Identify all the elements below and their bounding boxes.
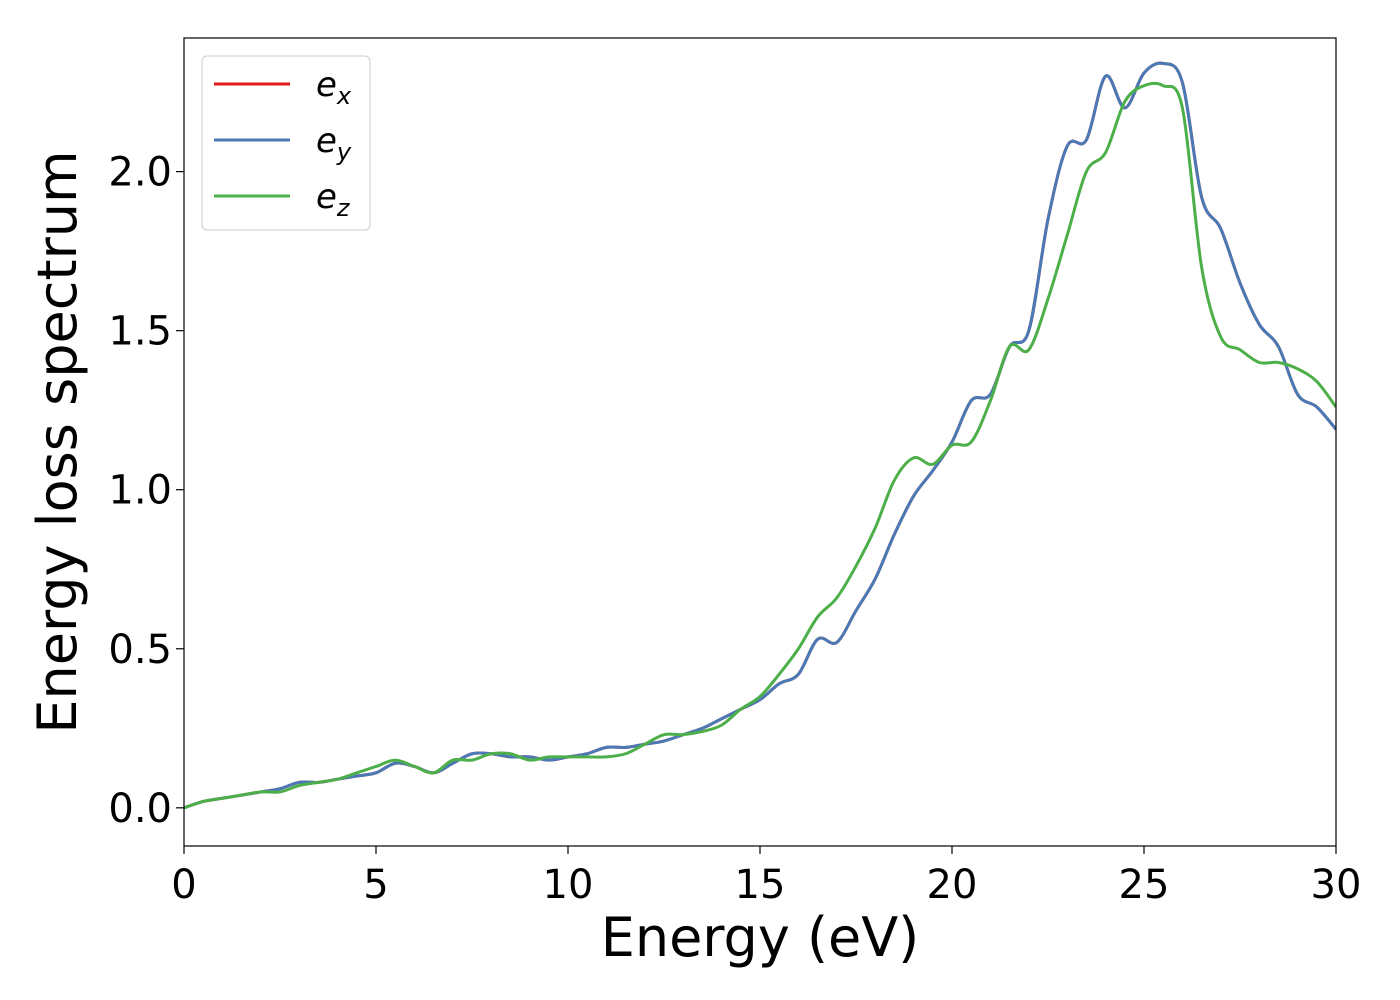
series-line-ey (184, 61, 1336, 810)
x-tick-label: 30 (1311, 862, 1362, 908)
x-tick-label: 10 (543, 862, 594, 908)
axis-ticks: 0 5 10 15 20 25 30 0.0 0.5 1.0 1.5 2.0 (108, 150, 1361, 908)
x-axis-title: Energy (eV) (601, 906, 920, 969)
y-axis-title: Energy loss spectrum (26, 150, 89, 733)
x-tick-label: 25 (1119, 862, 1170, 908)
legend-box (201, 55, 371, 231)
series-line-ez (184, 81, 1336, 810)
y-tick-label: 2.0 (108, 150, 172, 196)
legend-label-ey: ey (316, 121, 352, 166)
legend-label-ex: ex (316, 65, 352, 110)
x-tick-label: 20 (927, 862, 978, 908)
x-tick-label: 5 (363, 862, 388, 908)
y-tick-label: 0.5 (108, 627, 172, 673)
y-tick-label: 1.0 (108, 468, 172, 514)
series-lines (184, 61, 1336, 810)
y-tick-label: 1.5 (108, 309, 172, 355)
y-tick-label: 0.0 (108, 786, 172, 832)
x-tick-label: 15 (735, 862, 786, 908)
x-tick-label: 0 (171, 862, 196, 908)
